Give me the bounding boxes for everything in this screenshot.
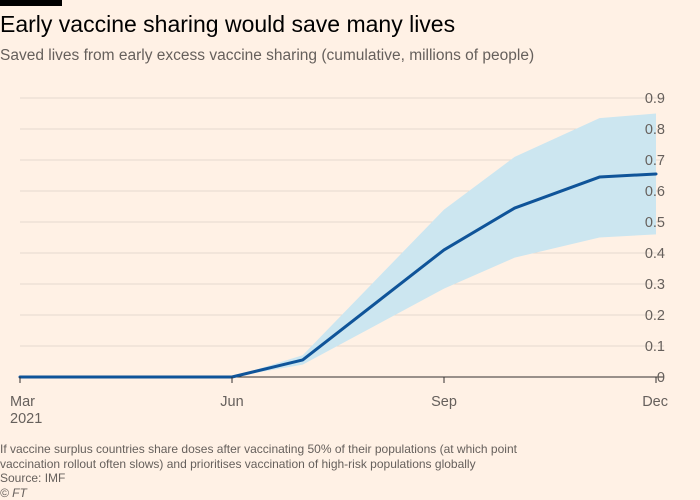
x-tick-label: Mar: [10, 394, 35, 410]
y-tick-label: 0: [657, 370, 665, 386]
gridlines: [20, 97, 664, 378]
x-tick-label: Jun: [220, 394, 243, 410]
uncertainty-band: [232, 113, 656, 377]
chart-subtitle: Saved lives from early excess vaccine sh…: [0, 47, 535, 64]
copyright-label: © FT: [0, 485, 27, 500]
x-tick-label: Dec: [642, 394, 668, 410]
footnote-line-2: vaccination rollout often slows) and pri…: [0, 456, 476, 471]
x-tick-year-label: 2021: [10, 411, 42, 427]
y-tick-label: 0.5: [645, 215, 665, 231]
y-tick-label: 0.3: [645, 277, 665, 293]
y-axis-ticks: 0 0.1 0.2 0.3 0.4 0.5 0.6 0.7 0.8 0.9: [645, 91, 665, 386]
y-tick-label: 0.6: [645, 184, 665, 200]
y-tick-label: 0.2: [645, 308, 665, 324]
footnote-line-1: If vaccine surplus countries share doses…: [0, 442, 517, 456]
y-tick-label: 0.8: [645, 122, 665, 138]
uncertainty-band-group: [232, 113, 656, 377]
brand-bar: [0, 0, 62, 6]
source-label: Source: IMF: [0, 471, 66, 485]
y-tick-label: 0.9: [645, 91, 665, 107]
chart-title: Early vaccine sharing would save many li…: [0, 11, 456, 37]
y-tick-label: 0.7: [645, 153, 665, 169]
y-tick-label: 0.1: [645, 339, 665, 355]
y-tick-label: 0.4: [645, 246, 665, 262]
chart-footnote: If vaccine surplus countries share doses…: [0, 442, 690, 500]
x-tick-label: Sep: [431, 394, 457, 410]
